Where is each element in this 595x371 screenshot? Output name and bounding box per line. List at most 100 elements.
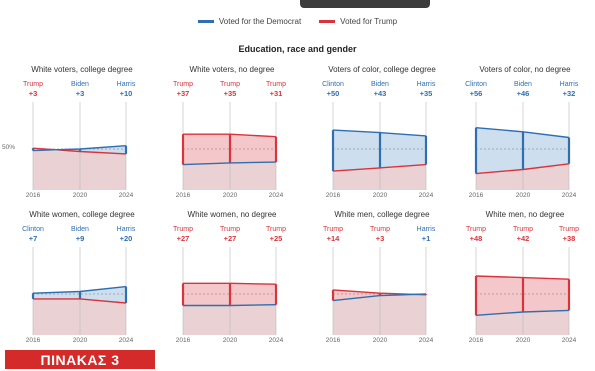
x-tick-label: 2024 (418, 337, 434, 344)
base-area (333, 164, 426, 190)
candidate-label: Trump +14 (313, 225, 353, 243)
margin-value: +3 (75, 89, 85, 98)
candidate-name: Trump (370, 226, 390, 233)
candidate-name: Harris (416, 81, 436, 88)
table-badge: ΠΙΝΑΚΑΣ 3 (5, 350, 155, 369)
plot-area (162, 102, 302, 192)
margin-value: +56 (469, 89, 483, 98)
candidate-label: Harris +32 (549, 80, 589, 98)
democrat-series-line (475, 127, 570, 139)
chart-subtitle: Education, race and gender (238, 44, 357, 54)
candidate-name: Harris (559, 81, 579, 88)
x-tick-label: 2024 (268, 192, 284, 199)
margin-value: +1 (421, 234, 431, 243)
margin-value: +14 (326, 234, 340, 243)
candidate-margins: Clinton +56 Biden +46 Harris +32 (455, 80, 595, 102)
x-tick-label: 2016 (468, 192, 484, 199)
margin-value: +50 (326, 89, 340, 98)
margin-value: +27 (176, 234, 190, 243)
democrat-series-line (475, 309, 570, 316)
plot-area (12, 102, 152, 192)
x-tick-label: 2020 (372, 337, 388, 344)
trump-series-line (33, 298, 127, 304)
chart-panel: White voters, no degree Trump +37 Trump +35 T… (162, 65, 302, 205)
base-area (333, 294, 426, 335)
area-chart-svg (331, 102, 428, 190)
panel-title: Voters of color, college degree (328, 65, 436, 74)
candidate-label: Harris +10 (106, 80, 146, 98)
area-chart-svg (331, 247, 428, 335)
candidate-label: Trump +35 (210, 80, 250, 98)
x-tick-label: 2016 (325, 192, 341, 199)
x-tick-label: 2020 (222, 337, 238, 344)
candidate-name: Trump (173, 226, 193, 233)
base-area (183, 162, 276, 190)
panel-title: White men, college degree (334, 210, 430, 219)
candidate-name: Trump (220, 81, 240, 88)
margin-value: +9 (75, 234, 85, 243)
chart-panel: Voters of color, no degree Clinton +56 Bide… (455, 65, 595, 205)
candidate-label: Trump +3 (360, 225, 400, 243)
chart-panel: White women, college degree Clinton +7 Bide… (12, 210, 152, 350)
candidate-label: Clinton +56 (456, 80, 496, 98)
candidate-margins: Clinton +7 Biden +9 Harris +20 (12, 225, 152, 247)
x-axis-years: 2016 2020 2024 (162, 192, 302, 202)
candidate-margins: Trump +27 Trump +27 Trump +25 (162, 225, 302, 247)
candidate-label: Trump +37 (163, 80, 203, 98)
candidate-name: Clinton (22, 226, 44, 233)
chart-panel: White voters, college degree Trump +3 Biden… (2, 65, 152, 205)
x-tick-label: 2016 (468, 337, 484, 344)
candidate-name: Trump (559, 226, 579, 233)
candidate-label: Clinton +7 (13, 225, 53, 243)
area-chart-svg (474, 247, 571, 335)
candidate-name: Trump (466, 226, 486, 233)
plot-area (162, 247, 302, 337)
x-tick-label: 2020 (222, 192, 238, 199)
panel-title: White men, no degree (485, 210, 565, 219)
margin-value: +37 (176, 89, 190, 98)
candidate-label: Biden +9 (60, 225, 100, 243)
candidate-label: Harris +20 (106, 225, 146, 243)
panel-title: White women, no degree (187, 210, 277, 219)
candidate-name: Trump (266, 226, 286, 233)
candidate-name: Biden (514, 81, 532, 88)
x-tick-label: 2016 (25, 337, 41, 344)
plot-area (455, 102, 595, 192)
panel-title: White women, college degree (29, 210, 135, 219)
plot-area (455, 247, 595, 337)
reference-label: 50% (2, 144, 16, 151)
plot-area (12, 247, 152, 337)
panel-title: Voters of color, no degree (479, 65, 571, 74)
chart-panel: Voters of color, college degree Clinton +5… (312, 65, 452, 205)
candidate-label: Trump +31 (256, 80, 296, 98)
candidate-name: Biden (71, 226, 89, 233)
area-chart-svg (474, 102, 571, 190)
panel-title: White voters, no degree (189, 65, 275, 74)
candidate-name: Trump (173, 81, 193, 88)
candidate-name: Clinton (465, 81, 487, 88)
legend: Voted for the Democrat Voted for Trump (0, 14, 595, 28)
candidate-margins: Clinton +50 Biden +43 Harris +35 (312, 80, 452, 102)
x-tick-label: 2016 (175, 337, 191, 344)
base-area (33, 298, 126, 335)
democrat-series-line (32, 285, 127, 294)
democrat-series-line (182, 161, 277, 166)
x-tick-label: 2024 (118, 192, 134, 199)
margin-value: +3 (375, 234, 385, 243)
x-tick-label: 2020 (372, 192, 388, 199)
candidate-margins: Trump +48 Trump +42 Trump +38 (455, 225, 595, 247)
legend-swatch-trump (319, 19, 336, 23)
cropped-title-edge (300, 0, 430, 8)
x-tick-label: 2024 (118, 337, 134, 344)
x-tick-label: 2024 (418, 192, 434, 199)
candidate-name: Clinton (322, 81, 344, 88)
candidate-name: Harris (416, 226, 436, 233)
x-axis-years: 2016 2020 2024 (12, 337, 152, 347)
candidate-margins: Trump +3 Biden +3 Harris +10 (12, 80, 152, 102)
democrat-series-line (332, 293, 427, 302)
trump-series-line (475, 163, 570, 175)
base-area (476, 310, 569, 335)
margin-value: +35 (419, 89, 433, 98)
candidate-name: Harris (116, 226, 136, 233)
